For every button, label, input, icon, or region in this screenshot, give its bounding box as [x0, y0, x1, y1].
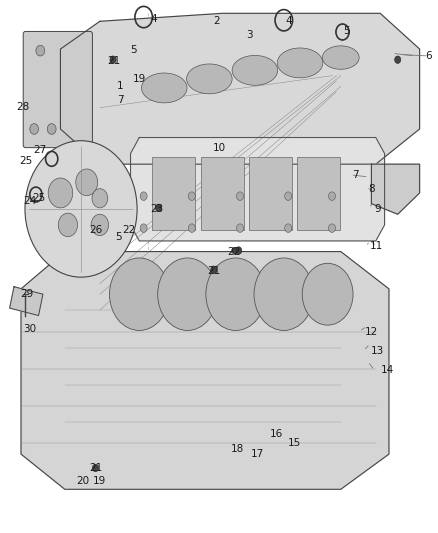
- Text: 11: 11: [370, 241, 383, 251]
- Text: 28: 28: [16, 102, 29, 111]
- Ellipse shape: [322, 46, 359, 69]
- Circle shape: [92, 189, 108, 208]
- Text: 22: 22: [228, 247, 241, 256]
- Text: 4: 4: [150, 14, 157, 23]
- Text: 27: 27: [33, 146, 46, 155]
- Text: 19: 19: [93, 476, 106, 486]
- Circle shape: [254, 258, 314, 330]
- Text: 25: 25: [32, 193, 45, 203]
- Circle shape: [328, 224, 336, 232]
- Text: 25: 25: [20, 156, 33, 166]
- Bar: [152, 157, 195, 230]
- FancyBboxPatch shape: [23, 31, 92, 148]
- Circle shape: [158, 258, 217, 330]
- Circle shape: [237, 224, 244, 232]
- Text: 30: 30: [23, 325, 36, 334]
- Text: 21: 21: [207, 266, 220, 276]
- Circle shape: [188, 224, 195, 232]
- Circle shape: [25, 141, 137, 277]
- Ellipse shape: [187, 64, 232, 94]
- Text: 8: 8: [368, 184, 375, 194]
- Circle shape: [211, 266, 217, 273]
- Text: 12: 12: [365, 327, 378, 336]
- Text: 1: 1: [117, 82, 124, 91]
- Text: 19: 19: [133, 74, 146, 84]
- Text: 9: 9: [374, 204, 381, 214]
- Circle shape: [206, 258, 265, 330]
- Circle shape: [140, 192, 147, 200]
- Text: 3: 3: [246, 30, 253, 39]
- Text: 20: 20: [77, 476, 90, 486]
- Text: 24: 24: [23, 197, 36, 206]
- Ellipse shape: [141, 73, 187, 103]
- Circle shape: [302, 263, 353, 325]
- Circle shape: [91, 214, 109, 236]
- Circle shape: [48, 178, 73, 208]
- Circle shape: [30, 124, 39, 134]
- Text: 21: 21: [89, 463, 102, 473]
- Text: 5: 5: [115, 232, 122, 242]
- Circle shape: [155, 204, 162, 212]
- Circle shape: [76, 169, 98, 196]
- Text: 6: 6: [425, 51, 432, 61]
- Circle shape: [237, 192, 244, 200]
- Text: 5: 5: [343, 26, 350, 36]
- Polygon shape: [131, 138, 385, 241]
- Text: 13: 13: [371, 346, 384, 356]
- Circle shape: [110, 56, 116, 63]
- Text: 2: 2: [213, 17, 220, 26]
- Text: 21: 21: [107, 56, 120, 66]
- Text: 7: 7: [352, 170, 359, 180]
- Bar: [297, 157, 340, 230]
- Text: 7: 7: [117, 95, 124, 105]
- Circle shape: [92, 464, 99, 472]
- Text: 26: 26: [89, 225, 102, 235]
- Polygon shape: [60, 13, 420, 164]
- Circle shape: [36, 45, 45, 56]
- Circle shape: [232, 247, 237, 254]
- Circle shape: [47, 124, 56, 134]
- Circle shape: [188, 192, 195, 200]
- Ellipse shape: [277, 48, 323, 78]
- Text: 5: 5: [130, 45, 137, 54]
- Text: 14: 14: [381, 366, 394, 375]
- Text: 18: 18: [231, 444, 244, 454]
- Text: 16: 16: [269, 430, 283, 439]
- Polygon shape: [10, 287, 43, 316]
- Text: 10: 10: [212, 143, 226, 152]
- Bar: [201, 157, 244, 230]
- Circle shape: [110, 258, 169, 330]
- Circle shape: [236, 247, 242, 254]
- Circle shape: [285, 224, 292, 232]
- Circle shape: [328, 192, 336, 200]
- Bar: [249, 157, 292, 230]
- Circle shape: [395, 56, 401, 63]
- Text: 23: 23: [150, 204, 163, 214]
- Text: 15: 15: [288, 439, 301, 448]
- Ellipse shape: [232, 55, 278, 85]
- Polygon shape: [21, 252, 389, 489]
- Circle shape: [58, 213, 78, 237]
- Polygon shape: [371, 164, 420, 214]
- Circle shape: [140, 224, 147, 232]
- Text: 17: 17: [251, 449, 264, 459]
- Circle shape: [285, 192, 292, 200]
- Text: 4: 4: [286, 17, 293, 26]
- Text: 22: 22: [123, 225, 136, 235]
- Text: 29: 29: [21, 289, 34, 299]
